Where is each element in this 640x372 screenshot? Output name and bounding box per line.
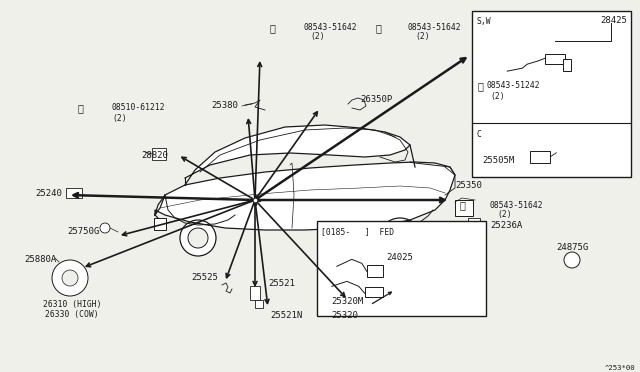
Bar [563,59,572,71]
Bar [367,265,383,278]
Bar [455,200,473,216]
Text: 25236A: 25236A [490,221,522,230]
Text: 25320: 25320 [332,311,358,320]
Text: 26310 (HIGH): 26310 (HIGH) [43,301,101,310]
Text: 28820: 28820 [141,151,168,160]
Bar [468,218,480,228]
Text: ^253*00: ^253*00 [604,365,635,371]
Text: (2): (2) [490,92,505,101]
Text: 25750G: 25750G [68,228,100,237]
Text: 25880A: 25880A [25,256,57,264]
Text: 26350P: 26350P [360,96,392,105]
Text: 08543-51242: 08543-51242 [486,81,540,90]
Text: 25521: 25521 [268,279,295,288]
Text: Ⓢ: Ⓢ [477,81,483,91]
Text: 25320M: 25320M [332,297,364,306]
Polygon shape [155,162,455,230]
Text: 25525: 25525 [191,273,218,282]
Text: (2): (2) [112,113,127,122]
Text: 24025: 24025 [387,253,413,262]
Text: 25521N: 25521N [270,311,302,320]
Circle shape [188,228,208,248]
Circle shape [62,270,78,286]
Bar [66,188,82,198]
Bar [365,287,383,297]
Text: S,W: S,W [476,17,491,26]
Text: 28425: 28425 [600,16,627,25]
Text: (2): (2) [415,32,429,42]
Text: 08543-51642: 08543-51642 [490,201,543,209]
Text: C: C [476,130,481,139]
Circle shape [564,252,580,268]
Bar [531,151,550,163]
Text: 24875G: 24875G [556,244,588,253]
Circle shape [100,223,110,233]
Bar [317,221,486,316]
Bar [152,148,166,160]
Text: 25505M: 25505M [483,156,515,165]
Circle shape [180,220,216,256]
Bar [255,300,263,308]
Text: Ⓢ: Ⓢ [269,23,275,33]
Circle shape [52,260,88,296]
Text: (2): (2) [497,211,511,219]
Bar [545,54,565,64]
Bar [250,286,260,300]
Bar [472,11,631,177]
Text: 08510-61212: 08510-61212 [112,103,166,112]
Text: 08543-51642: 08543-51642 [303,22,356,32]
Text: 08543-51642: 08543-51642 [408,22,461,32]
Text: [0185-   ]  FED: [0185- ] FED [321,227,394,236]
Text: (2): (2) [310,32,324,42]
Bar [154,218,166,230]
Text: Ⓢ: Ⓢ [77,103,83,113]
Text: 25240: 25240 [35,189,62,198]
Text: 25380: 25380 [211,100,238,109]
Text: Ⓢ: Ⓢ [375,23,381,33]
Circle shape [388,228,412,252]
Polygon shape [185,125,410,185]
Text: 26330 (COW): 26330 (COW) [45,311,99,320]
Circle shape [378,218,422,262]
Text: Ⓢ: Ⓢ [459,200,465,210]
Text: 25350: 25350 [455,180,482,189]
